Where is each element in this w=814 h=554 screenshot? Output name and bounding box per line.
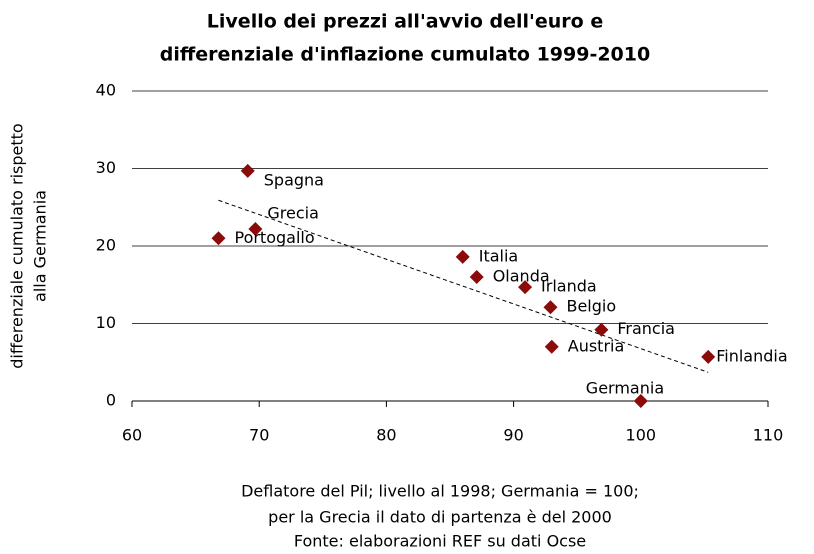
caption: Deflatore del Pil; livello al 1998; Germ… — [241, 482, 639, 501]
point-label: Germania — [586, 379, 664, 398]
point — [455, 249, 470, 264]
point-label: Austria — [568, 336, 625, 355]
y-tick-label: 0 — [106, 391, 116, 410]
y-tick-label: 40 — [96, 81, 116, 100]
point-label: Portogallo — [234, 228, 314, 247]
caption: Fonte: elaborazioni REF su dati Ocse — [294, 532, 586, 551]
point-label: Finlandia — [716, 346, 787, 365]
point — [543, 300, 558, 315]
x-tick-label: 70 — [249, 426, 269, 445]
point-label: Grecia — [267, 203, 319, 222]
x-tick-label: 80 — [376, 426, 396, 445]
point-label: Spagna — [264, 170, 324, 189]
x-tick-label: 110 — [753, 426, 784, 445]
y-axis-label: differenziale cumulato rispetto — [8, 123, 27, 368]
point-label: Olanda — [493, 267, 550, 286]
point — [248, 221, 263, 236]
trendline — [218, 199, 709, 373]
point — [518, 280, 533, 295]
x-tick-label: 60 — [122, 426, 142, 445]
point — [211, 231, 226, 246]
caption: per la Grecia il dato di partenza è del … — [268, 508, 612, 527]
y-tick-label: 10 — [96, 313, 116, 332]
chart-title: Livello dei prezzi all'avvio dell'euro e — [207, 11, 603, 33]
point — [240, 163, 255, 178]
point-label: Francia — [617, 319, 675, 338]
point — [633, 394, 648, 408]
point — [544, 339, 559, 354]
chart-title: differenziale d'inflazione cumulato 1999… — [160, 44, 650, 66]
x-tick-label: 90 — [503, 426, 523, 445]
point-label: Belgio — [566, 297, 616, 316]
point — [469, 270, 484, 284]
y-tick-label: 20 — [96, 236, 116, 255]
x-tick-label: 100 — [626, 426, 657, 445]
y-axis-label: alla Germania — [31, 190, 50, 302]
point-label: Irlanda — [541, 277, 597, 296]
point — [701, 349, 716, 364]
point — [594, 322, 609, 337]
point-label: Italia — [479, 246, 518, 265]
y-tick-label: 30 — [96, 158, 116, 177]
